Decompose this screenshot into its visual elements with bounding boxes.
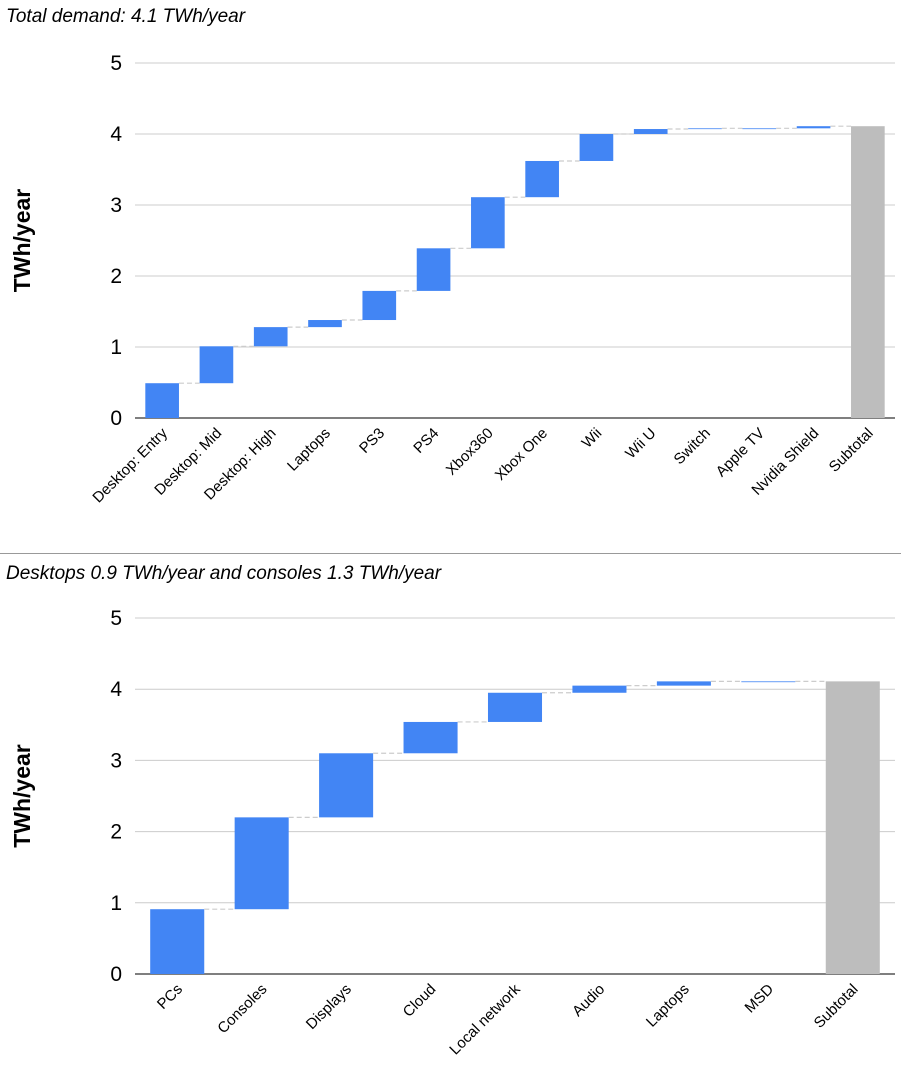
- bar-nvidia-shield: [796, 126, 831, 129]
- x-tick-label: MSD: [742, 981, 778, 1017]
- y-tick-label: 3: [110, 749, 122, 772]
- bar-ps3: [362, 290, 397, 321]
- y-axis-label: TWh/year: [9, 744, 35, 848]
- bar-msd: [741, 681, 796, 683]
- bar-xbox-one: [525, 160, 559, 198]
- y-tick-label: 5: [110, 52, 122, 75]
- y-axis-label: TWh/year: [9, 189, 35, 293]
- x-tick-label: Consoles: [214, 981, 270, 1037]
- chart-title-desktops-consoles: Desktops 0.9 TWh/year and consoles 1.3 T…: [6, 563, 442, 584]
- y-tick-label: 4: [110, 678, 122, 701]
- x-tick-label: Laptops: [643, 981, 693, 1031]
- y-tick-label: 1: [110, 336, 122, 359]
- y-tick-label: 1: [110, 892, 122, 915]
- bar-wii-u: [633, 129, 668, 134]
- x-tick-label: Cloud: [400, 981, 440, 1021]
- x-tick-label: Displays: [303, 981, 355, 1033]
- bar-laptops: [308, 320, 342, 328]
- y-tick-label: 2: [110, 265, 122, 288]
- bar-desktop-entry: [145, 383, 179, 418]
- x-tick-label: PCs: [154, 981, 186, 1013]
- y-tick-label: 4: [110, 123, 122, 146]
- bar-switch: [688, 128, 722, 130]
- chart-divider: [0, 553, 901, 554]
- x-tick-label: Subtotal: [811, 981, 862, 1032]
- bar-cloud: [403, 721, 458, 754]
- bar-audio: [572, 685, 627, 693]
- bar-laptops: [656, 681, 711, 686]
- bar-desktop-mid: [199, 346, 234, 384]
- bar-ps4: [416, 248, 451, 291]
- subtotal-bar-subtotal: [851, 126, 885, 418]
- chart-title-total-demand: Total demand: 4.1 TWh/year: [6, 6, 246, 27]
- bar-local-network: [487, 692, 543, 722]
- y-tick-label: 0: [110, 963, 122, 986]
- y-tick-label: 2: [110, 821, 122, 844]
- bar-wii: [579, 134, 614, 161]
- y-tick-label: 0: [110, 407, 122, 430]
- y-tick-label: 5: [110, 607, 122, 630]
- bar-desktop-high: [253, 327, 288, 347]
- bar-xbox360: [471, 197, 505, 249]
- x-tick-label: Audio: [569, 981, 608, 1020]
- subtotal-bar-subtotal: [825, 681, 880, 974]
- bar-apple-tv: [742, 128, 777, 130]
- bar-displays: [319, 753, 374, 818]
- bar-pcs: [150, 909, 205, 974]
- y-tick-label: 3: [110, 194, 122, 217]
- x-tick-label: Local network: [446, 980, 524, 1058]
- bar-consoles: [234, 817, 289, 910]
